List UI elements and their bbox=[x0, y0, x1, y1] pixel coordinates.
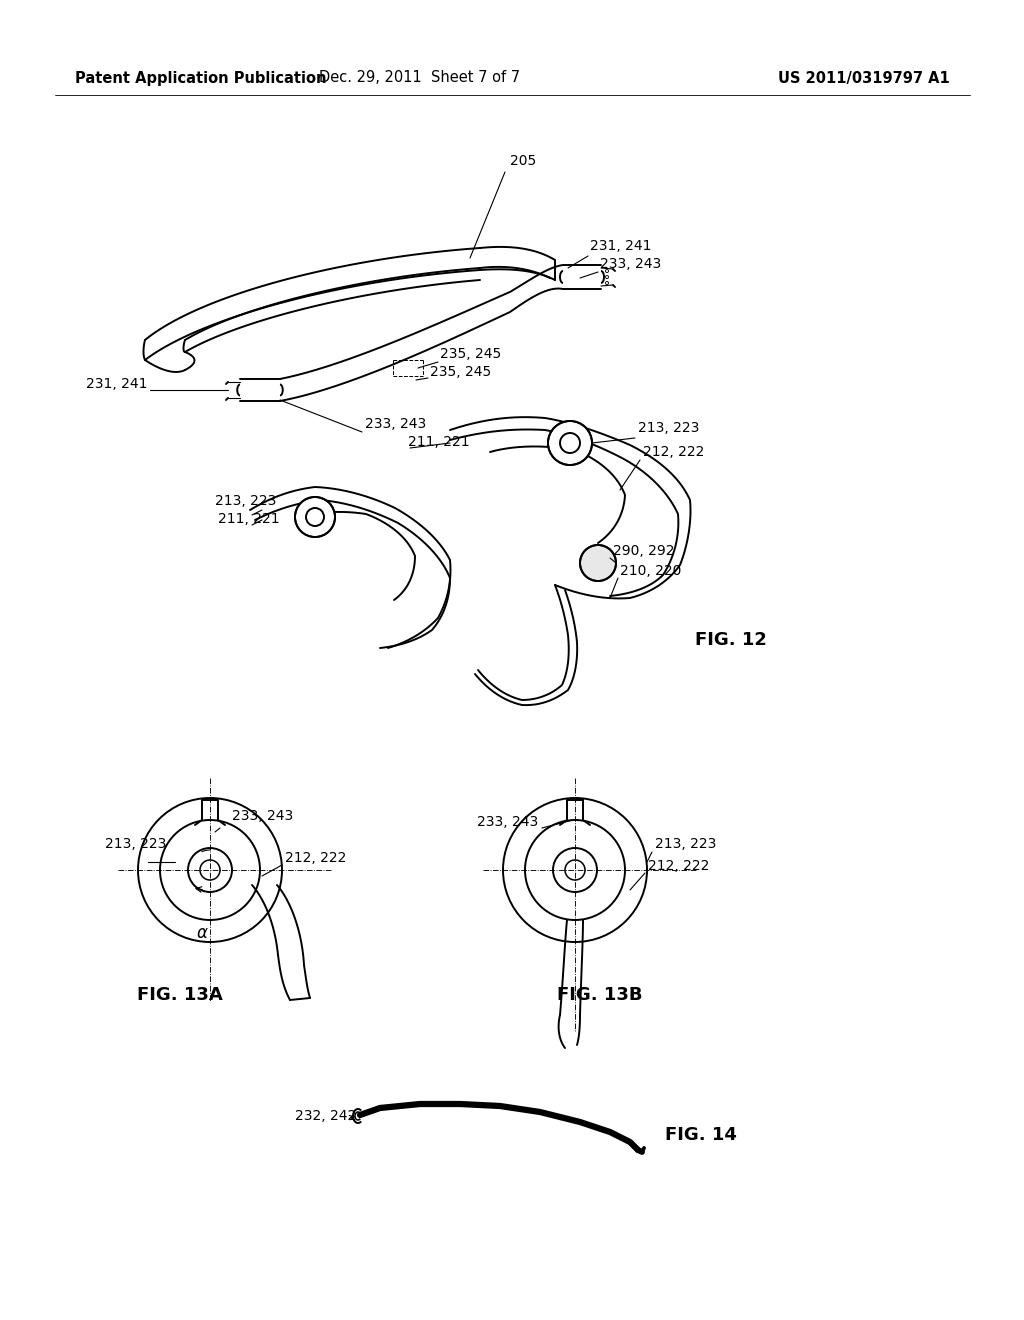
Text: 213, 223: 213, 223 bbox=[215, 494, 276, 508]
Circle shape bbox=[548, 421, 592, 465]
Text: Patent Application Publication: Patent Application Publication bbox=[75, 70, 327, 86]
Text: 233, 243: 233, 243 bbox=[232, 809, 293, 822]
Text: 213, 223: 213, 223 bbox=[105, 837, 166, 851]
Text: Dec. 29, 2011  Sheet 7 of 7: Dec. 29, 2011 Sheet 7 of 7 bbox=[319, 70, 520, 86]
Text: 210, 220: 210, 220 bbox=[620, 564, 681, 578]
Text: 212, 222: 212, 222 bbox=[285, 851, 346, 865]
Circle shape bbox=[295, 498, 335, 537]
Text: 231, 241: 231, 241 bbox=[86, 378, 148, 391]
Text: 235, 245: 235, 245 bbox=[440, 347, 502, 360]
Text: FIG. 13A: FIG. 13A bbox=[137, 986, 223, 1005]
Text: 212, 222: 212, 222 bbox=[643, 445, 705, 459]
Text: 232, 242: 232, 242 bbox=[295, 1109, 356, 1123]
Text: 205: 205 bbox=[510, 154, 537, 168]
Text: FIG. 12: FIG. 12 bbox=[695, 631, 767, 649]
Text: 233, 243: 233, 243 bbox=[477, 814, 539, 829]
Text: 233, 243: 233, 243 bbox=[600, 257, 662, 271]
Text: FIG. 14: FIG. 14 bbox=[665, 1126, 737, 1144]
Text: $\alpha$: $\alpha$ bbox=[196, 924, 208, 942]
Text: 233, 243: 233, 243 bbox=[365, 417, 426, 432]
Circle shape bbox=[580, 545, 616, 581]
Text: US 2011/0319797 A1: US 2011/0319797 A1 bbox=[778, 70, 950, 86]
Text: 211, 221: 211, 221 bbox=[408, 436, 470, 449]
Text: 211, 221: 211, 221 bbox=[218, 512, 280, 525]
Text: 231, 241: 231, 241 bbox=[590, 239, 651, 253]
Text: 213, 223: 213, 223 bbox=[655, 837, 717, 851]
Text: 213, 223: 213, 223 bbox=[638, 421, 699, 436]
Text: 212, 222: 212, 222 bbox=[648, 859, 710, 873]
Text: 290, 292: 290, 292 bbox=[613, 544, 675, 558]
Text: FIG. 13B: FIG. 13B bbox=[557, 986, 643, 1005]
Text: 235, 245: 235, 245 bbox=[430, 366, 492, 379]
